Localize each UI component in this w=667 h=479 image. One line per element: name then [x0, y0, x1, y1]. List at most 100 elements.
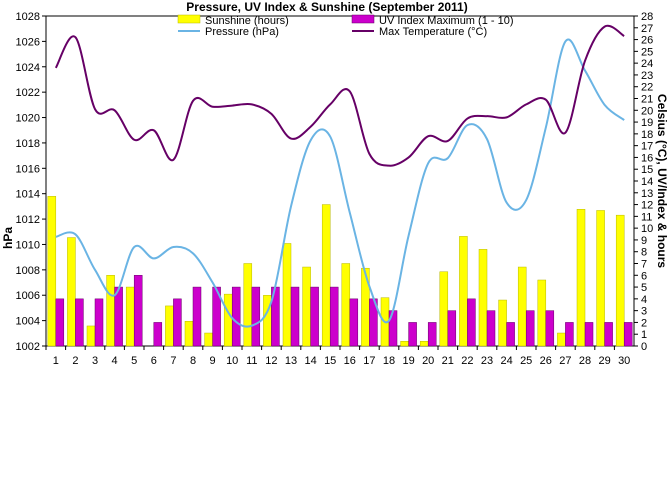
uv-index-bar — [192, 286, 202, 347]
sunshine-bar — [498, 299, 507, 347]
y-right-tick-label: 19 — [641, 117, 653, 129]
uv-index-bar — [114, 286, 123, 347]
x-tick-label: 27 — [559, 355, 571, 367]
sunshine-bar — [321, 204, 331, 347]
y-right-tick-label: 5 — [641, 282, 647, 294]
sunshine-bar — [576, 209, 586, 347]
x-tick-label: 5 — [131, 355, 137, 367]
uv-index-bar — [75, 298, 84, 347]
x-tick-label: 7 — [170, 355, 176, 367]
sunshine-bar — [47, 196, 57, 347]
x-tick-label: 20 — [422, 355, 434, 367]
y-right-tick-label: 20 — [641, 105, 653, 117]
x-tick-label: 1 — [53, 355, 59, 367]
y-right-tick-label: 16 — [641, 152, 653, 164]
uv-index-bar — [604, 322, 613, 347]
y-axis-left-title: hPa — [1, 227, 15, 249]
y-right-tick-label: 15 — [641, 164, 653, 176]
sunshine-bar — [86, 325, 96, 347]
y-right-tick-label: 8 — [641, 247, 647, 259]
legend-label: Max Temperature (°C) — [379, 26, 487, 38]
y-right-tick-label: 18 — [641, 129, 653, 141]
x-tick-label: 13 — [285, 355, 297, 367]
sunshine-bar — [67, 237, 76, 347]
y-left-tick-label: 1002 — [16, 341, 40, 353]
sunshine-bar — [302, 266, 311, 347]
sunshine-bar — [517, 266, 527, 347]
axes-layer: 1002100410061008101010121014101610181020… — [16, 11, 654, 367]
sunshine-bar — [165, 305, 174, 347]
y-right-tick-label: 4 — [641, 294, 647, 306]
x-tick-label: 21 — [442, 355, 454, 367]
y-axis-right-title: Celsius (°C), UV/Index & hours — [655, 94, 667, 268]
pressure-line — [55, 38, 625, 328]
sunshine-bar — [223, 293, 233, 347]
uv-index-bar — [565, 322, 574, 347]
y-left-tick-label: 1012 — [16, 214, 40, 226]
y-left-tick-label: 1022 — [16, 87, 40, 99]
y-left-tick-label: 1004 — [16, 316, 40, 328]
uv-index-bar — [486, 310, 496, 347]
y-right-tick-label: 22 — [641, 82, 653, 94]
uv-index-bar — [447, 310, 457, 347]
y-left-tick-label: 1010 — [16, 239, 40, 251]
uv-index-bar — [427, 322, 437, 347]
y-left-tick-label: 1006 — [16, 290, 40, 302]
x-tick-label: 6 — [151, 355, 157, 367]
x-tick-label: 24 — [500, 355, 512, 367]
uv-index-bar — [584, 322, 594, 347]
x-tick-label: 2 — [72, 355, 78, 367]
legend-swatch — [177, 14, 201, 24]
y-right-tick-label: 13 — [641, 188, 653, 200]
legend-swatch — [351, 14, 375, 24]
y-left-tick-label: 1020 — [16, 113, 40, 125]
sunshine-bar — [204, 332, 213, 347]
y-right-tick-label: 23 — [641, 70, 653, 82]
sunshine-bar — [243, 263, 253, 347]
y-right-tick-label: 26 — [641, 35, 653, 47]
legend-label: Sunshine (hours) — [205, 15, 289, 27]
uv-index-bar — [231, 286, 241, 347]
x-tick-label: 26 — [540, 355, 552, 367]
uv-index-bar — [467, 298, 476, 347]
x-tick-label: 9 — [210, 355, 216, 367]
x-tick-label: 15 — [324, 355, 336, 367]
sunshine-bar — [478, 249, 488, 347]
uv-index-bar — [525, 310, 535, 347]
y-right-tick-label: 3 — [641, 306, 647, 318]
x-tick-label: 23 — [481, 355, 493, 367]
legend-label: Pressure (hPa) — [205, 26, 279, 38]
y-right-tick-label: 28 — [641, 11, 653, 23]
uv-index-bar — [506, 322, 515, 347]
plot-area — [45, 15, 635, 347]
uv-index-bar — [212, 286, 221, 347]
sunshine-bar — [459, 236, 468, 347]
uv-index-bar — [133, 275, 143, 347]
uv-index-bar — [251, 286, 261, 347]
sunshine-bar — [282, 243, 292, 347]
y-right-tick-label: 25 — [641, 46, 653, 58]
y-left-tick-label: 1028 — [16, 11, 40, 23]
y-left-tick-label: 1026 — [16, 36, 40, 48]
x-tick-label: 30 — [618, 355, 630, 367]
x-tick-label: 29 — [598, 355, 610, 367]
y-right-tick-label: 17 — [641, 141, 653, 153]
sunshine-bar — [341, 263, 351, 347]
x-tick-label: 16 — [344, 355, 356, 367]
sunshine-bar — [125, 286, 135, 347]
y-right-tick-label: 7 — [641, 259, 647, 271]
y-left-tick-label: 1024 — [16, 62, 40, 74]
max-temperature-line — [54, 24, 625, 167]
sunshine-bar — [419, 341, 429, 347]
bars-layer — [47, 196, 633, 347]
y-left-tick-label: 1018 — [16, 138, 40, 150]
uv-index-bar — [329, 286, 339, 347]
uv-index-bar — [545, 310, 555, 347]
uv-index-bar — [408, 322, 417, 347]
x-tick-label: 25 — [520, 355, 532, 367]
sunshine-bar — [537, 279, 547, 347]
y-right-tick-label: 0 — [641, 341, 647, 353]
x-tick-label: 8 — [190, 355, 196, 367]
